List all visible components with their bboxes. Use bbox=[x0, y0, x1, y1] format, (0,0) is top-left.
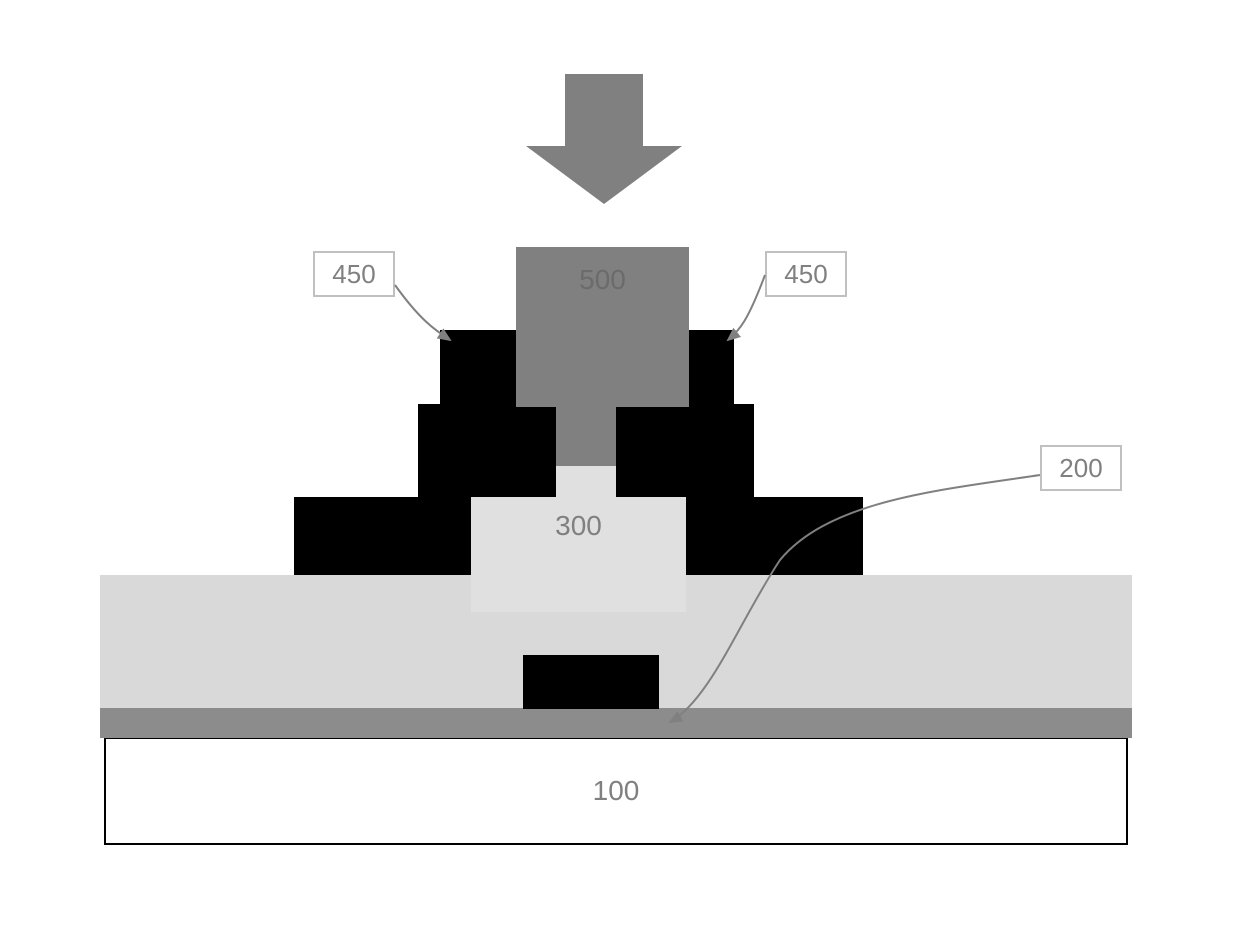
step-right-black bbox=[616, 404, 754, 497]
bottom-black-block bbox=[523, 655, 659, 709]
diagram-stage: 100 300 500 450 450 200 bbox=[0, 0, 1240, 946]
mid-right-black bbox=[686, 497, 863, 575]
callout-200: 200 bbox=[1040, 445, 1122, 491]
top-block-500-slot bbox=[556, 407, 616, 466]
step-left-black bbox=[418, 404, 556, 497]
callout-450-right: 450 bbox=[765, 251, 847, 297]
buried-layer-200 bbox=[100, 708, 1132, 738]
top-block-500 bbox=[516, 247, 689, 407]
substrate-100 bbox=[104, 737, 1128, 845]
callout-450-left: 450 bbox=[313, 251, 395, 297]
mid-left-black bbox=[294, 497, 471, 575]
